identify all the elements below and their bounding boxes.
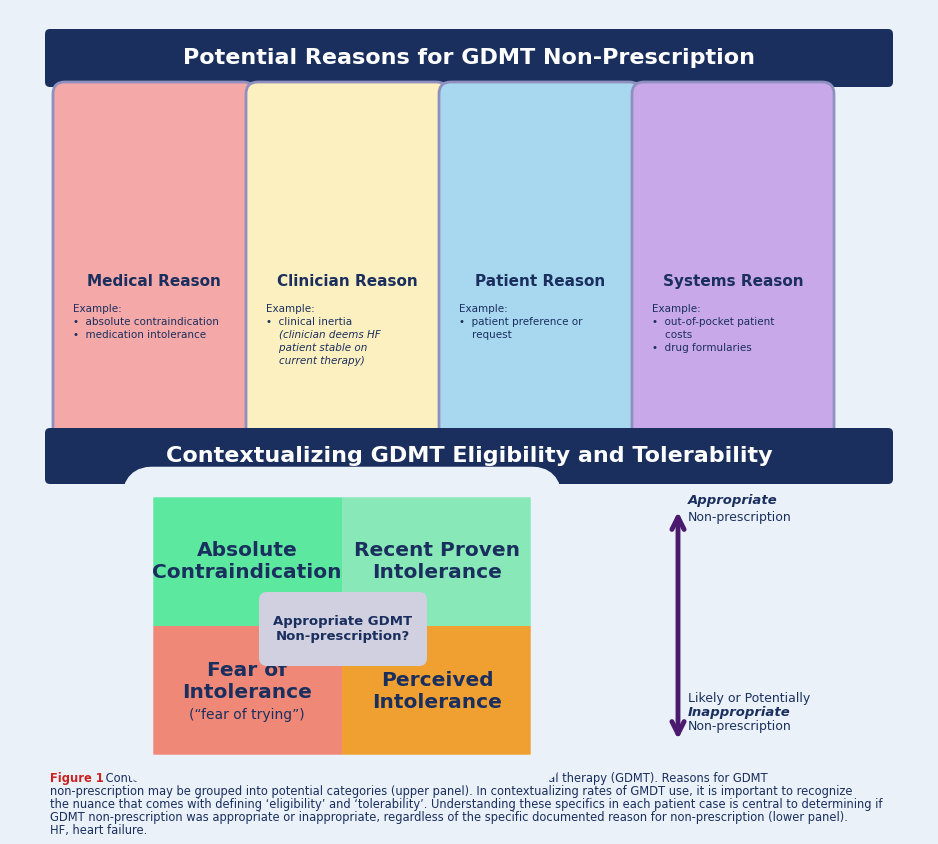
- Text: Appropriate GDMT
Non-prescription?: Appropriate GDMT Non-prescription?: [274, 615, 413, 643]
- Text: Medical Reason: Medical Reason: [87, 274, 221, 289]
- Text: request: request: [459, 330, 512, 339]
- Text: Potential Reasons for GDMT Non-Prescription: Potential Reasons for GDMT Non-Prescript…: [183, 48, 755, 68]
- Text: •  medication intolerance: • medication intolerance: [73, 330, 206, 339]
- Text: (clinician deems HF: (clinician deems HF: [266, 330, 381, 339]
- Text: •  drug formularies: • drug formularies: [652, 343, 751, 353]
- Text: •  patient preference or: • patient preference or: [459, 316, 582, 327]
- Text: Likely or Potentially: Likely or Potentially: [688, 692, 810, 705]
- Text: Figure 1: Figure 1: [50, 772, 104, 785]
- Bar: [342, 626, 532, 756]
- Text: patient stable on: patient stable on: [266, 343, 368, 353]
- Text: •  out-of-pocket patient: • out-of-pocket patient: [652, 316, 775, 327]
- Text: Example:: Example:: [652, 304, 701, 314]
- FancyBboxPatch shape: [45, 428, 893, 484]
- Text: Contextualizing potential barriers to prescription of guideline-directed medical: Contextualizing potential barriers to pr…: [102, 772, 767, 785]
- FancyBboxPatch shape: [439, 82, 641, 441]
- FancyBboxPatch shape: [259, 592, 427, 666]
- Text: the nuance that comes with defining ‘eligibility’ and ‘tolerability’. Understand: the nuance that comes with defining ‘eli…: [50, 798, 883, 811]
- FancyBboxPatch shape: [45, 29, 893, 87]
- Text: Appropriate: Appropriate: [688, 494, 778, 507]
- Text: Recent Proven
Intolerance: Recent Proven Intolerance: [354, 540, 520, 582]
- Text: current therapy): current therapy): [266, 355, 365, 365]
- Text: Non-prescription: Non-prescription: [688, 511, 792, 524]
- Bar: [342, 496, 532, 626]
- Text: costs: costs: [652, 330, 692, 339]
- FancyBboxPatch shape: [246, 82, 448, 441]
- Text: Contextualizing GDMT Eligibility and Tolerability: Contextualizing GDMT Eligibility and Tol…: [166, 446, 772, 466]
- Text: GDMT non-prescription was appropriate or inappropriate, regardless of the specif: GDMT non-prescription was appropriate or…: [50, 811, 848, 824]
- Text: (“fear of trying”): (“fear of trying”): [189, 708, 305, 722]
- Bar: [152, 626, 342, 756]
- Text: Systems Reason: Systems Reason: [662, 274, 803, 289]
- Text: non-prescription may be grouped into potential categories (upper panel). In cont: non-prescription may be grouped into pot…: [50, 785, 853, 798]
- Text: HF, heart failure.: HF, heart failure.: [50, 824, 147, 837]
- FancyBboxPatch shape: [152, 496, 532, 756]
- Text: Clinician Reason: Clinician Reason: [277, 274, 417, 289]
- Text: •  absolute contraindication: • absolute contraindication: [73, 316, 219, 327]
- Text: Non-prescription: Non-prescription: [688, 720, 792, 733]
- Bar: [152, 496, 342, 626]
- Text: •  clinical inertia: • clinical inertia: [266, 316, 352, 327]
- Text: Perceived
Intolerance: Perceived Intolerance: [372, 670, 502, 711]
- FancyBboxPatch shape: [632, 82, 834, 441]
- Text: Patient Reason: Patient Reason: [475, 274, 605, 289]
- Text: Inappropriate: Inappropriate: [688, 706, 791, 719]
- Text: Example:: Example:: [459, 304, 507, 314]
- Text: Example:: Example:: [73, 304, 122, 314]
- Text: Absolute
Contraindication: Absolute Contraindication: [152, 540, 341, 582]
- Text: Fear of
Intolerance: Fear of Intolerance: [182, 661, 312, 701]
- Text: Example:: Example:: [266, 304, 315, 314]
- FancyBboxPatch shape: [53, 82, 255, 441]
